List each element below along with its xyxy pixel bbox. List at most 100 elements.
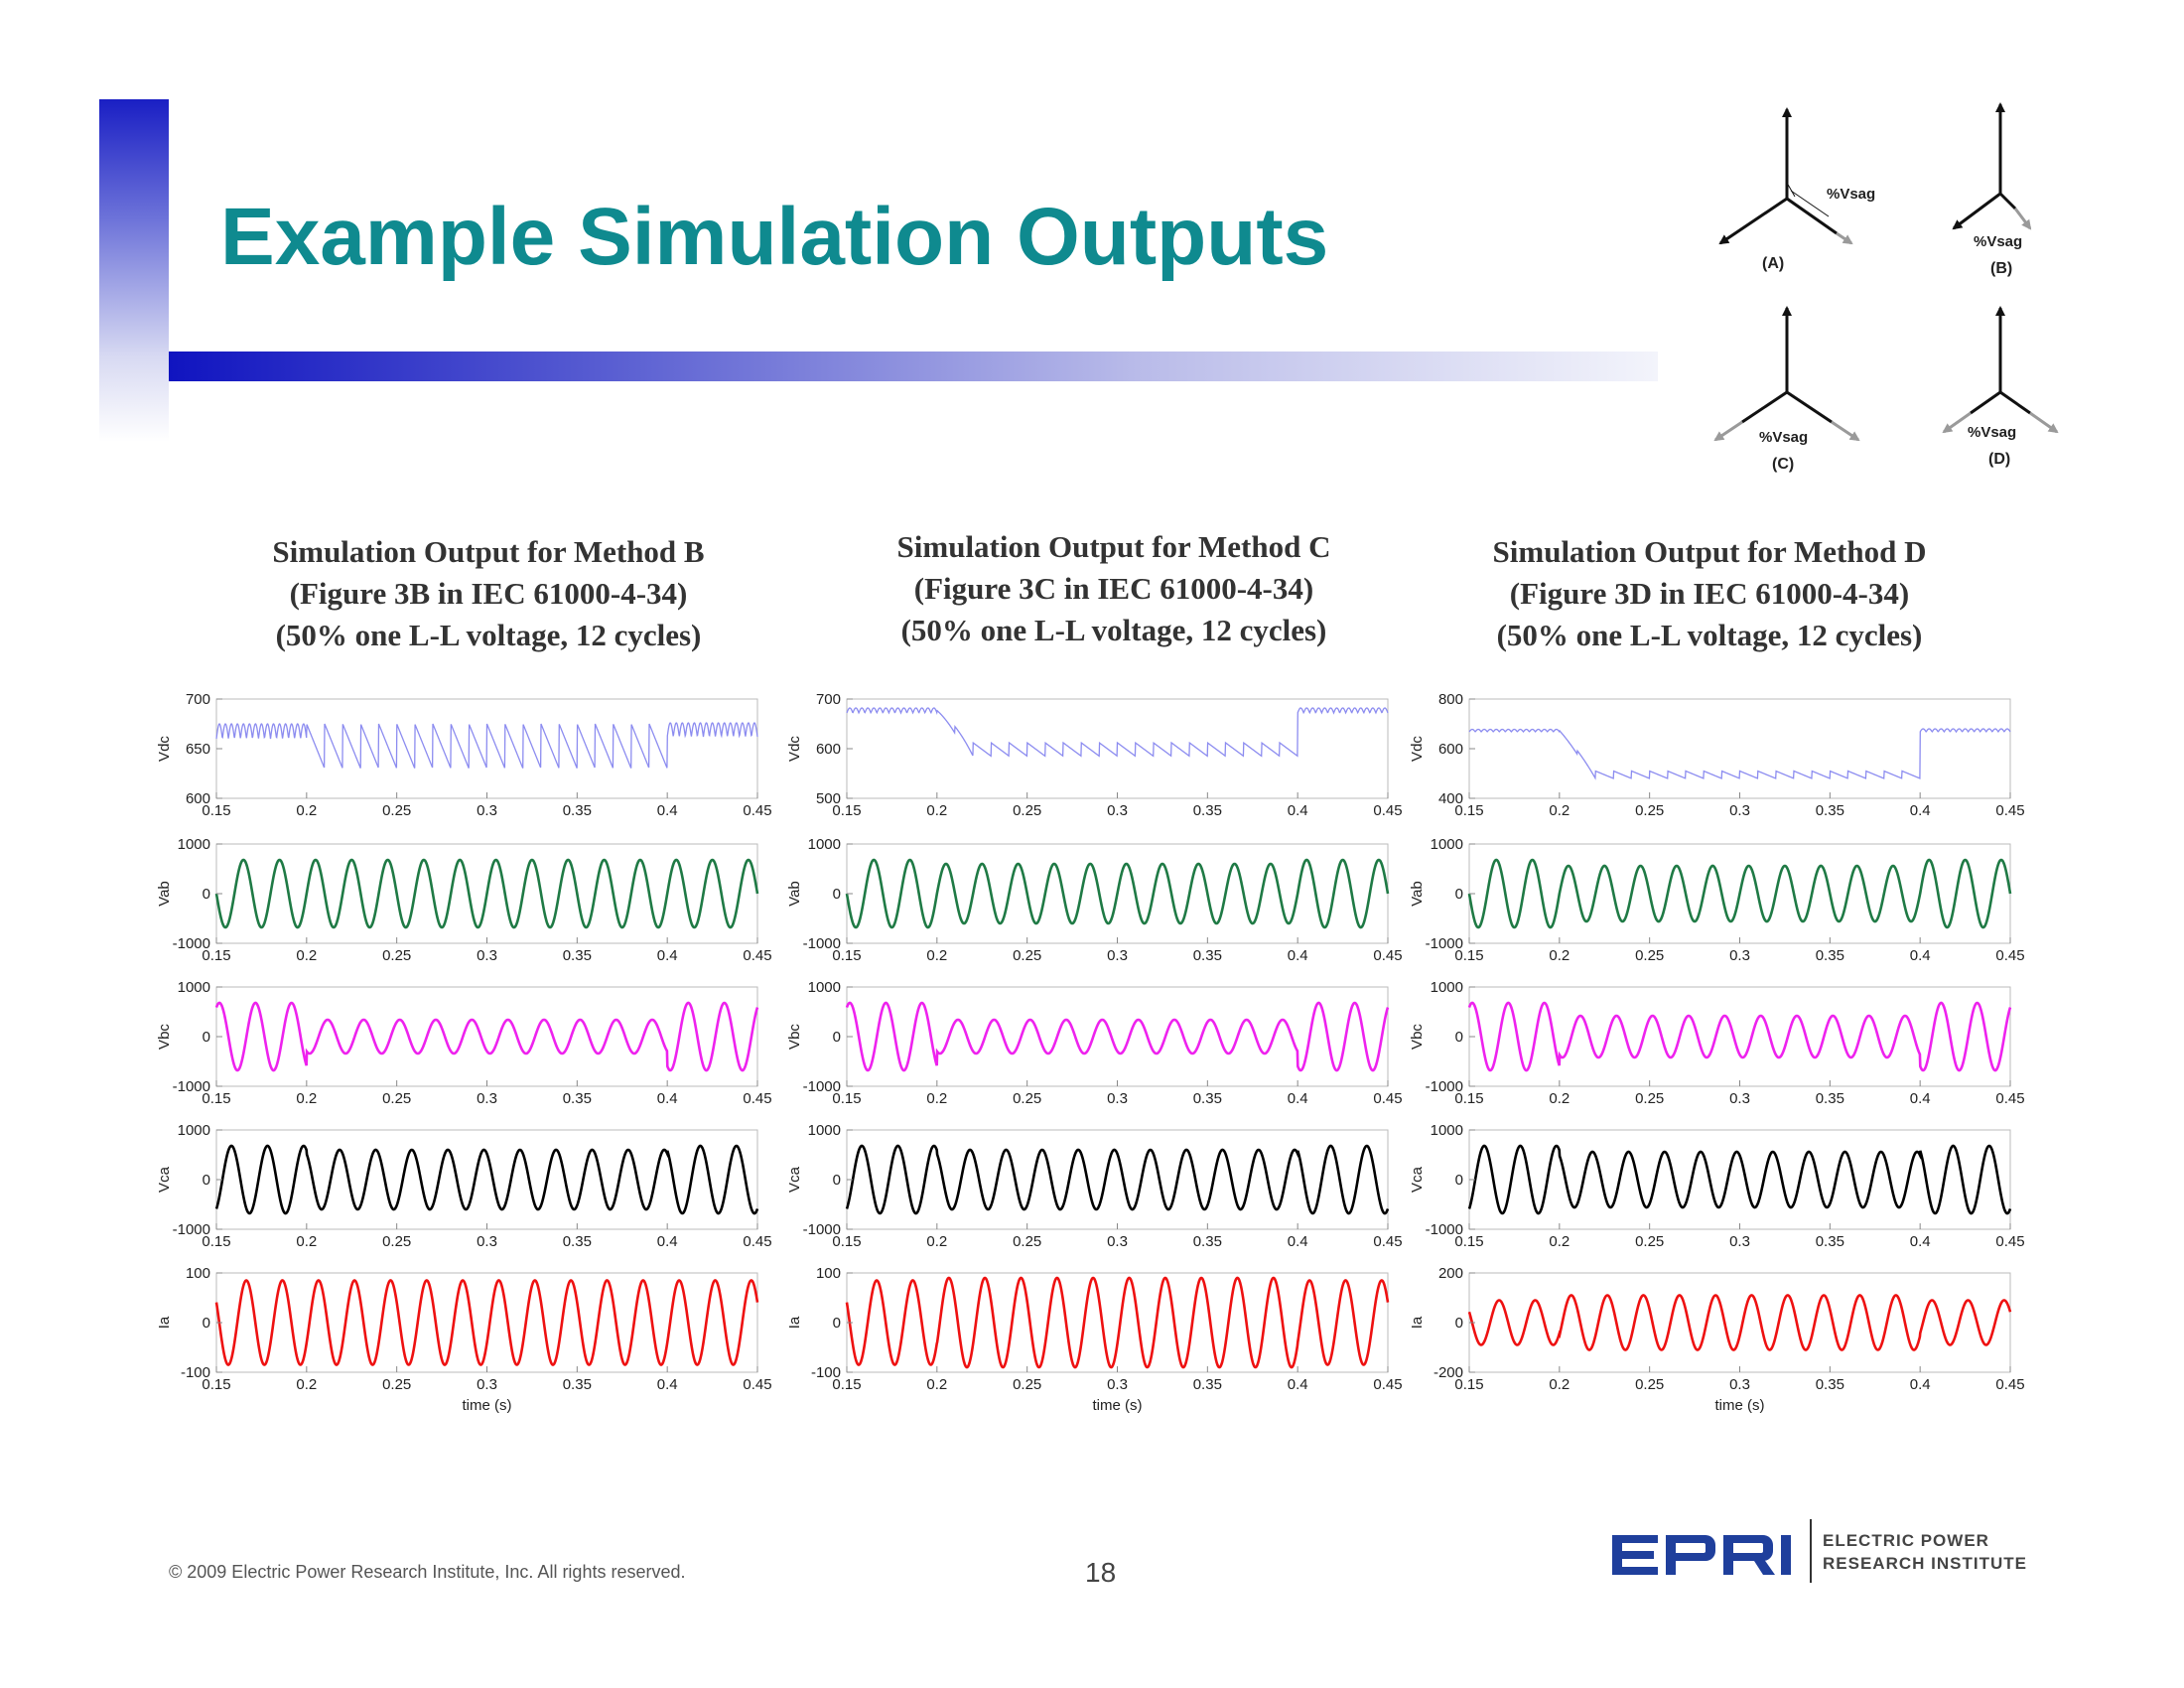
plot-frame xyxy=(846,986,1389,1087)
x-tick-label: 0.3 xyxy=(1729,1090,1750,1107)
x-tick-label: 0.45 xyxy=(1995,947,2024,964)
x-tick-label: 0.2 xyxy=(1549,802,1570,819)
x-tick-label: 0.2 xyxy=(1549,947,1570,964)
y-tick-label: 0 xyxy=(1455,1029,1463,1046)
y-tick-label: -1000 xyxy=(1426,1221,1463,1238)
x-tick-label: 0.25 xyxy=(1635,1090,1664,1107)
x-tick-label: 0.25 xyxy=(1013,1376,1041,1393)
x-tick-label: 0.3 xyxy=(1729,802,1750,819)
x-tick-label: 0.45 xyxy=(1373,1376,1402,1393)
plot-frame xyxy=(846,1272,1389,1373)
x-tick-label: 0.15 xyxy=(1454,1233,1483,1250)
y-axis-label: Vbc xyxy=(786,1024,803,1050)
plot-frame xyxy=(846,1129,1389,1230)
x-tick-label: 0.3 xyxy=(1107,1090,1128,1107)
x-tick-label: 0.25 xyxy=(1635,947,1664,964)
y-tick-label: 1000 xyxy=(178,836,210,853)
y-axis-label: Vdc xyxy=(786,736,803,762)
slide-title: Example Simulation Outputs xyxy=(220,192,1329,282)
series-vdc xyxy=(846,707,1389,758)
phasor-diagram-d: %Vsag (D) xyxy=(1942,306,2059,468)
series-vdc xyxy=(215,722,758,769)
x-tick-label: 0.2 xyxy=(926,1090,947,1107)
epri-logo-mark xyxy=(1612,1535,1791,1575)
y-tick-label: 1000 xyxy=(808,836,841,853)
y-axis-label: Vdc xyxy=(1409,736,1426,762)
logo-line2: RESEARCH INSTITUTE xyxy=(1823,1554,2027,1573)
x-tick-label: 0.35 xyxy=(1193,1090,1222,1107)
x-tick-label: 0.15 xyxy=(202,802,230,819)
phasor-b-letter: (B) xyxy=(1990,260,2012,277)
y-tick-label: 200 xyxy=(1438,1265,1463,1282)
x-tick-label: 0.15 xyxy=(832,1376,861,1393)
x-tick-label: 0.45 xyxy=(1995,802,2024,819)
subplot-ia: -100 0 100 Ia 0.15 0.2 0.25 0.3 0.35 0.4 0.45 xyxy=(786,1265,1403,1393)
x-tick-label: 0.3 xyxy=(477,1233,497,1250)
x-tick-label: 0.25 xyxy=(1635,1233,1664,1250)
subplot-vab: -1000 0 1000 Vab 0.15 0.2 0.25 0.3 0.35 0.4 0.45 xyxy=(786,836,1403,964)
x-tick-label: 0.4 xyxy=(657,1233,678,1250)
x-tick-label: 0.3 xyxy=(1107,947,1128,964)
y-tick-label: 700 xyxy=(816,691,841,708)
subplot-vab: -1000 0 1000 Vab 0.15 0.2 0.25 0.3 0.35 0.4 0.45 xyxy=(156,836,772,964)
x-tick-label: 0.35 xyxy=(1816,1376,1844,1393)
x-tick-label: 0.3 xyxy=(1729,1233,1750,1250)
phasor-diagram-a: %Vsag (A) xyxy=(1718,107,1875,272)
x-tick-label: 0.25 xyxy=(1013,1090,1041,1107)
plot-frame xyxy=(1468,698,2011,799)
y-tick-label: 800 xyxy=(1438,691,1463,708)
x-tick-label: 0.2 xyxy=(926,947,947,964)
y-tick-label: 1000 xyxy=(178,1122,210,1139)
x-tick-label: 0.15 xyxy=(832,802,861,819)
x-tick-label: 0.4 xyxy=(1288,802,1308,819)
x-tick-label: 0.3 xyxy=(1107,1233,1128,1250)
y-tick-label: 0 xyxy=(833,1172,841,1189)
y-tick-label: -1000 xyxy=(173,1078,210,1095)
method-c-title: Simulation Output for Method C (Figure 3… xyxy=(836,526,1392,651)
subplot-vca: -1000 0 1000 Vca 0.15 0.2 0.25 0.3 0.35 0.4 0.45 xyxy=(156,1122,772,1250)
x-tick-label: 0.25 xyxy=(1013,947,1041,964)
series-vab xyxy=(845,858,1390,929)
x-tick-label: 0.25 xyxy=(382,947,411,964)
x-tick-label: 0.35 xyxy=(1816,1090,1844,1107)
plot-frame xyxy=(1468,1272,2011,1373)
x-tick-label: 0.45 xyxy=(743,947,771,964)
y-axis-label: Vab xyxy=(156,881,173,907)
method-d-title: Simulation Output for Method D (Figure 3… xyxy=(1432,531,1987,656)
x-axis-label: time (s) xyxy=(1715,1397,1765,1414)
series-vab xyxy=(1467,858,2012,929)
x-tick-label: 0.35 xyxy=(563,1090,592,1107)
y-tick-label: -1000 xyxy=(173,1221,210,1238)
x-tick-label: 0.4 xyxy=(657,1090,678,1107)
x-tick-label: 0.2 xyxy=(296,947,317,964)
subplot-vca: -1000 0 1000 Vca 0.15 0.2 0.25 0.3 0.35 0.4 0.45 xyxy=(1409,1122,2025,1250)
y-tick-label: -1000 xyxy=(1426,935,1463,952)
x-tick-label: 0.3 xyxy=(1107,802,1128,819)
series-ia xyxy=(214,1279,759,1366)
x-tick-label: 0.15 xyxy=(832,947,861,964)
subplot-vbc: -1000 0 1000 Vbc 0.15 0.2 0.25 0.3 0.35 0.4 0.45 xyxy=(786,979,1403,1107)
subplot-vdc: 500 600 700 Vdc 0.15 0.2 0.25 0.3 0.35 0.4 0.45 xyxy=(786,691,1403,819)
phasor-diagram-c: %Vsag (C) xyxy=(1713,306,1860,473)
x-tick-label: 0.15 xyxy=(202,1090,230,1107)
x-tick-label: 0.2 xyxy=(296,802,317,819)
x-tick-label: 0.35 xyxy=(1816,947,1844,964)
y-tick-label: 0 xyxy=(1455,1315,1463,1332)
x-tick-label: 0.35 xyxy=(563,1233,592,1250)
y-tick-label: 0 xyxy=(203,886,210,903)
x-tick-label: 0.15 xyxy=(1454,802,1483,819)
phasor-b-label: %Vsag xyxy=(1974,233,2022,250)
x-tick-label: 0.2 xyxy=(1549,1233,1570,1250)
x-tick-label: 0.15 xyxy=(202,1376,230,1393)
subplot-ia: -100 0 100 Ia 0.15 0.2 0.25 0.3 0.35 0.4 0.45 xyxy=(156,1265,772,1393)
y-tick-label: 0 xyxy=(1455,1172,1463,1189)
method-d-title-line2: (Figure 3D in IEC 61000-4-34) xyxy=(1509,576,1910,611)
y-tick-label: -1000 xyxy=(803,935,841,952)
x-tick-label: 0.45 xyxy=(1995,1376,2024,1393)
x-tick-label: 0.15 xyxy=(1454,1090,1483,1107)
x-tick-label: 0.4 xyxy=(1288,1090,1308,1107)
subplot-vab: -1000 0 1000 Vab 0.15 0.2 0.25 0.3 0.35 0.4 0.45 xyxy=(1409,836,2025,964)
